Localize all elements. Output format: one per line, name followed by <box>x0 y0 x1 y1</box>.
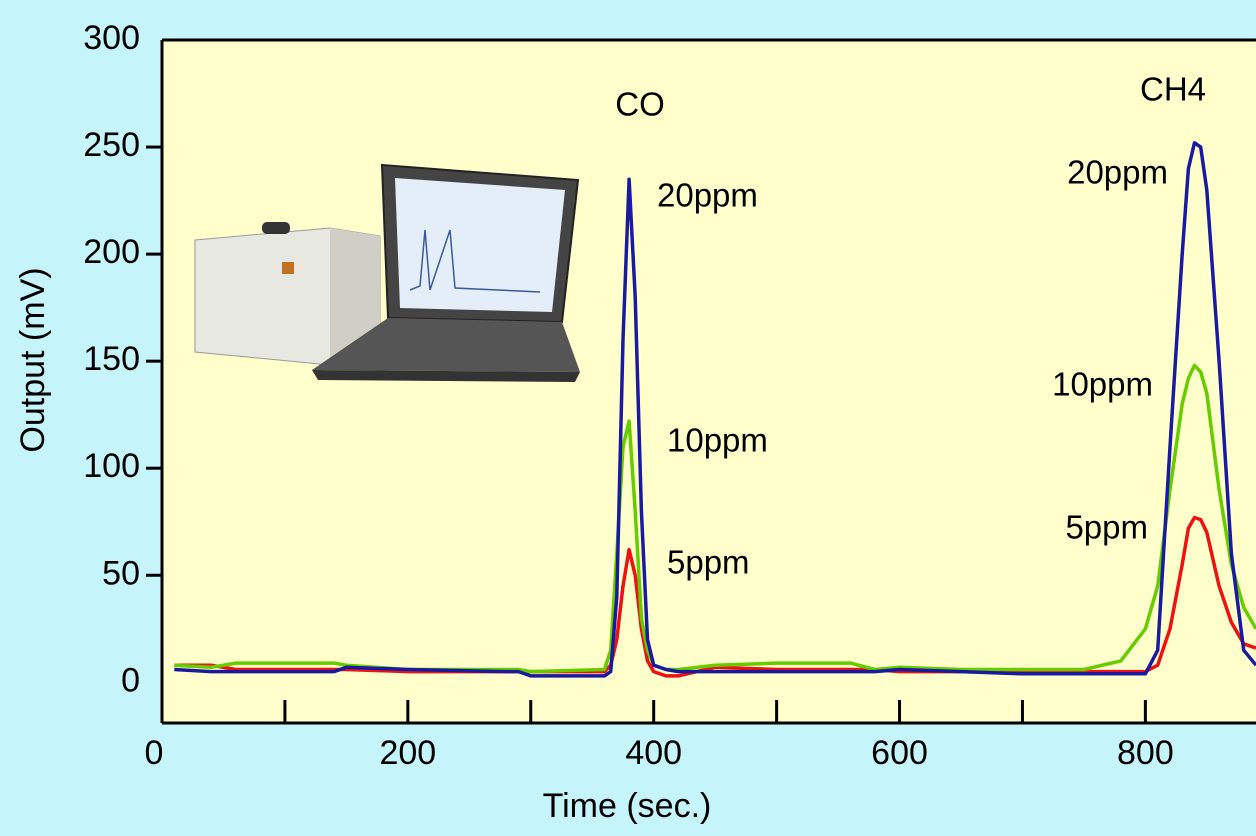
annotation: CO <box>615 86 665 123</box>
annotation: 5ppm <box>667 544 750 581</box>
y-tick-label: 50 <box>102 554 140 592</box>
x-tick-label: 800 <box>1117 734 1174 772</box>
y-tick-label: 250 <box>83 126 140 164</box>
x-tick-label: 600 <box>871 734 928 772</box>
x-axis-label: Time (sec.) <box>543 787 712 825</box>
x-tick-label: 0 <box>145 734 164 772</box>
annotation: CH4 <box>1140 71 1206 108</box>
y-tick-label: 0 <box>121 661 140 699</box>
y-axis-label: Output (mV) <box>14 267 52 452</box>
y-tick-label: 200 <box>83 233 140 271</box>
y-tick-label: 150 <box>83 340 140 378</box>
annotation: 10ppm <box>667 422 768 459</box>
x-tick-label: 200 <box>379 734 436 772</box>
annotation: 20ppm <box>1067 154 1168 191</box>
annotation: 10ppm <box>1052 366 1153 403</box>
product-photo <box>194 163 580 382</box>
annotation: 20ppm <box>657 177 758 214</box>
data-line <box>174 141 1256 678</box>
annotation: 5ppm <box>1065 509 1148 546</box>
x-tick-label: 400 <box>625 734 682 772</box>
y-tick-label: 100 <box>83 447 140 485</box>
y-tick-label: 300 <box>83 19 140 57</box>
plot-area <box>162 40 1256 723</box>
